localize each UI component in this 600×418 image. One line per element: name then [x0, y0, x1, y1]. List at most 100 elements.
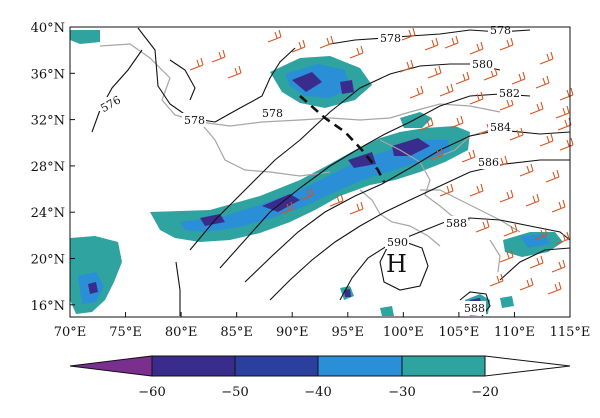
high-pressure-label: H — [386, 250, 407, 278]
contour-label: 582 — [499, 87, 520, 100]
x-tick-label: 100°E — [383, 325, 424, 340]
wind-barb — [419, 117, 434, 131]
y-tick-label: 28°N — [31, 160, 65, 175]
wind-barb — [555, 105, 570, 119]
wind-barb — [489, 273, 504, 287]
colorbar: −60 −50 −40 −30 −20 — [69, 355, 571, 400]
contour-580 — [189, 63, 501, 251]
wind-barb — [499, 37, 514, 51]
contour-label: 578 — [380, 32, 401, 45]
x-tick-label: 115°E — [550, 325, 591, 340]
cloud-top-temperature-field — [70, 30, 563, 316]
wind-barb — [533, 227, 548, 241]
contour-label: 580 — [472, 58, 493, 71]
colorbar-segment-navy — [234, 355, 319, 377]
wind-barb — [511, 71, 526, 85]
y-tick-label: 36°N — [31, 67, 65, 82]
contour-label: 578 — [490, 24, 511, 37]
y-tick-label: 16°N — [31, 299, 65, 314]
contour-label: 590 — [387, 236, 408, 249]
wind-barb — [444, 35, 459, 49]
contour-label: 586 — [478, 156, 499, 169]
wind-barb — [559, 87, 574, 101]
wind-barb — [409, 85, 424, 99]
x-tick-label: 85°E — [220, 325, 253, 340]
map-frame — [69, 26, 571, 318]
y-axis: 40°N 36°N 32°N 28°N 24°N 20°N 16°N — [31, 21, 75, 314]
colorbar-segment-white — [484, 355, 571, 377]
colorbar-segment-navy-dark — [151, 355, 236, 377]
contour-576 — [91, 49, 143, 133]
x-tick-label: 70°E — [54, 325, 87, 340]
wind-barb — [469, 91, 484, 105]
wind-barb — [319, 35, 334, 49]
wind-barb — [529, 255, 544, 269]
x-tick-label: 105°E — [438, 325, 479, 340]
wind-barb — [547, 281, 562, 295]
contour-label: 584 — [490, 121, 511, 134]
colorbar-tick-label: −50 — [221, 385, 248, 400]
colorbar-segment-purple — [69, 355, 153, 377]
wind-barb — [499, 189, 514, 203]
contour-far-sw — [175, 261, 181, 316]
y-tick-label: 20°N — [31, 253, 65, 268]
contour-578-mid — [214, 47, 296, 123]
wind-barb — [469, 183, 484, 197]
wind-barb — [559, 137, 574, 151]
contour-label: 588 — [446, 217, 467, 230]
wind-barb — [509, 127, 524, 141]
wind-barb — [519, 277, 534, 291]
wind-barb — [279, 201, 294, 215]
wind-barb — [525, 193, 540, 207]
colorbar-ticks: −60 −50 −40 −30 −20 — [138, 385, 498, 400]
wind-barb — [427, 65, 442, 79]
wind-barb — [461, 149, 476, 163]
wind-barb — [529, 101, 544, 115]
wind-barb — [299, 187, 314, 201]
wind-barb — [291, 39, 306, 53]
y-tick-label: 32°N — [31, 114, 65, 129]
colorbar-tick-label: −20 — [471, 385, 498, 400]
contour-588-south — [459, 291, 491, 317]
y-tick-label: 40°N — [31, 21, 65, 36]
wind-barb — [551, 259, 566, 273]
wind-barb — [189, 57, 204, 71]
colorbar-tick-label: −40 — [304, 385, 331, 400]
wind-barb — [535, 75, 550, 89]
trough-line — [299, 95, 386, 183]
x-tick-label: 80°E — [165, 325, 198, 340]
wind-barb — [469, 41, 484, 55]
contour-south-east — [499, 247, 571, 281]
wind-barb — [211, 49, 226, 63]
wind-barb — [439, 83, 454, 97]
y-tick-label: 24°N — [31, 206, 65, 221]
wind-barb — [551, 199, 566, 213]
contour-586 — [269, 159, 570, 301]
contour-label: 588 — [464, 302, 485, 315]
wind-barb — [401, 27, 416, 41]
wind-barb — [449, 115, 464, 129]
wind-barb — [539, 133, 554, 147]
x-tick-label: 75°E — [109, 325, 142, 340]
x-tick-label: 110°E — [494, 325, 535, 340]
wind-barb — [424, 37, 439, 51]
wind-barb — [499, 249, 514, 263]
x-axis: 70°E 75°E 80°E 85°E 90°E 95°E 100°E 105°E 110°E 1… — [54, 312, 591, 340]
wind-barb — [555, 231, 570, 245]
contour-label: 578 — [262, 107, 283, 120]
colorbar-segment-teal — [401, 355, 486, 377]
wind-barb — [429, 147, 444, 161]
contour-582 — [219, 93, 531, 269]
wind-barb — [349, 201, 364, 215]
x-tick-label: 95°E — [332, 325, 365, 340]
wind-barb — [503, 223, 518, 237]
wind-barb — [349, 45, 364, 59]
wind-barb — [267, 29, 282, 43]
colorbar-tick-label: −30 — [388, 385, 415, 400]
colorbar-segment-blue — [317, 355, 403, 377]
colorbar-tick-label: −60 — [138, 385, 165, 400]
x-tick-label: 90°E — [276, 325, 309, 340]
wind-barb — [227, 65, 242, 79]
wind-barb — [439, 183, 454, 197]
